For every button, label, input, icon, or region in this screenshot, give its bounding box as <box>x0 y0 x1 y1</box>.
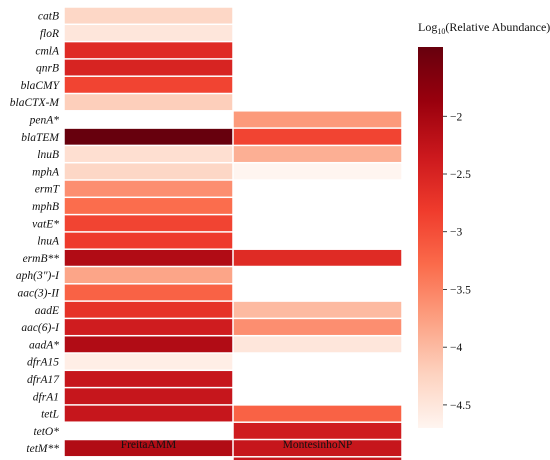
gene-label: floR <box>40 28 59 40</box>
gene-label: blaCMY <box>21 80 61 92</box>
gene-label: mphB <box>32 201 59 213</box>
heatmap-cell <box>64 215 233 232</box>
heatmap-cell <box>64 180 233 197</box>
gene-label: tetM** <box>26 443 59 455</box>
colorbar-tick-label: −4 <box>450 342 462 354</box>
gene-label: lnuB <box>37 149 59 161</box>
colorbar-label-prefix: Log <box>418 20 437 34</box>
heatmap-cell <box>64 440 233 457</box>
colorbar-tick-label: −3 <box>450 227 462 239</box>
gene-label: lnuA <box>37 236 60 248</box>
gene-label: vatE* <box>32 218 59 230</box>
colorbar-tick-label: −3.5 <box>450 284 471 296</box>
gene-label: aadA* <box>29 339 59 351</box>
gene-label: aph(3″)-I <box>16 270 60 282</box>
heatmap-cell <box>233 128 402 145</box>
heatmap-cell <box>64 59 233 76</box>
heatmap-cell <box>233 146 402 162</box>
colorbar-tick-label: −2 <box>450 111 462 123</box>
heatmap-cell <box>64 336 233 353</box>
gene-label: aadE <box>35 305 59 317</box>
gene-label: mphA <box>32 166 60 178</box>
heatmap-cell <box>64 405 233 422</box>
site-label: FreitaAMM <box>121 439 177 451</box>
gene-label: penA* <box>29 114 60 126</box>
heatmap-cell <box>233 440 402 457</box>
heatmap-cell <box>64 94 233 111</box>
heatmap-cell <box>233 111 402 128</box>
heatmap-cell <box>64 371 233 387</box>
gene-label: blaCTX-M <box>10 97 61 109</box>
heatmap-cell <box>64 198 233 214</box>
gene-label: aac(6)-I <box>21 322 60 334</box>
heatmap-cell <box>64 232 233 249</box>
heatmap-cell <box>64 163 233 180</box>
heatmap-cell <box>64 319 233 335</box>
heatmap-cell <box>233 319 402 335</box>
heatmap-cell <box>64 42 233 59</box>
heatmap-cell <box>233 336 402 353</box>
gene-label: dfrA1 <box>33 391 59 403</box>
colorbar-label-suffix: (Relative Abundance) <box>445 20 550 34</box>
heatmap-cell <box>233 457 402 460</box>
gene-label: dfrA15 <box>27 357 59 369</box>
heatmap-cell <box>64 76 233 93</box>
gene-label: dfrA17 <box>27 374 60 386</box>
gene-label: aac(3)-II <box>17 287 60 299</box>
heatmap-cell <box>64 25 233 41</box>
colorbar-label-subscript: 10 <box>437 27 445 36</box>
heatmap-cell <box>64 7 233 24</box>
heatmap-cell <box>233 301 402 318</box>
heatmap-cells <box>64 7 402 460</box>
gene-label: qnrB <box>36 63 59 75</box>
gene-label: tetO* <box>33 426 59 438</box>
colorbar-tick-label: −4.5 <box>450 400 471 412</box>
heatmap-cell <box>64 267 233 284</box>
gene-label: ermB** <box>23 253 60 265</box>
heatmap-cell <box>64 301 233 318</box>
heatmap-cell <box>64 146 233 162</box>
heatmap-cell <box>64 284 233 301</box>
colorbar-tick-label: −2.5 <box>450 169 471 181</box>
heatmap-cell <box>233 405 402 422</box>
site-labels: FreitaAMM MontesinhoNP <box>121 439 353 451</box>
heatmap-cell <box>64 128 233 145</box>
gene-labels: catB floR cmlA qnrB blaCMY blaCTX-M penA* blaTE… <box>10 11 61 455</box>
gene-label: catB <box>38 11 59 23</box>
heatmap-cell <box>233 422 402 439</box>
heatmap-cell <box>64 388 233 405</box>
colorbar: −2 −2.5 −3 −3.5 −4 −4.5 Log10(Relative Abunda… <box>418 20 550 428</box>
site-label: MontesinhoNP <box>283 439 353 451</box>
heatmap-cell <box>233 249 402 266</box>
gene-label: tetL <box>41 409 59 421</box>
colorbar-ticks: −2 −2.5 −3 −3.5 −4 −4.5 <box>443 111 471 412</box>
heatmap-cell <box>64 353 233 370</box>
heatmap-cell <box>64 249 233 266</box>
colorbar-gradient <box>418 47 443 428</box>
gene-label: cmlA <box>35 45 60 57</box>
colorbar-label: Log10(Relative Abundance) <box>418 20 550 36</box>
heatmap-cell <box>233 163 402 180</box>
gene-label: ermT <box>35 184 61 196</box>
gene-label: blaTEM <box>21 132 60 144</box>
